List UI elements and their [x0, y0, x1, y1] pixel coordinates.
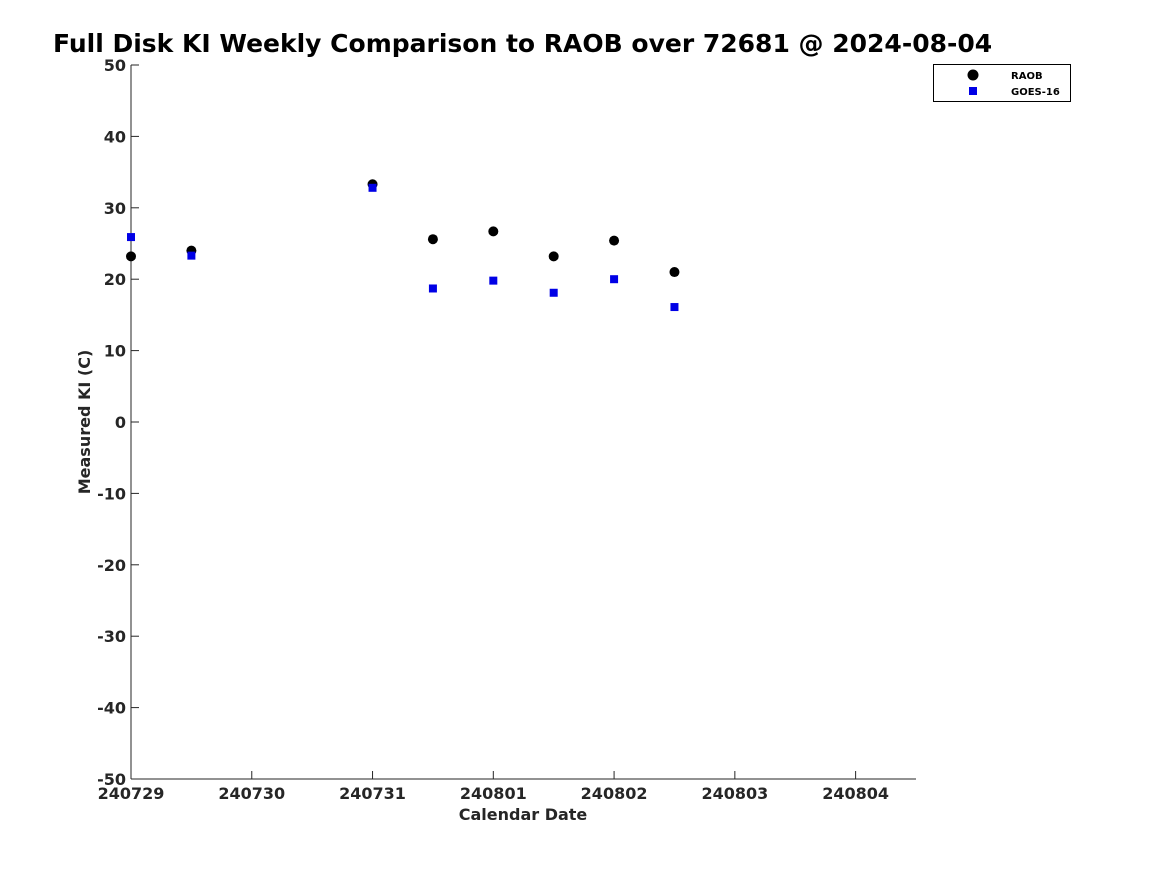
- legend-items: RAOB GOES-16: [967, 69, 1060, 98]
- legend-raob-marker: [967, 69, 979, 81]
- goes-16-point: [549, 288, 558, 297]
- goes-16-point: [610, 275, 619, 284]
- goes-16-point: [489, 276, 498, 285]
- y-tick-label: 40: [104, 127, 126, 146]
- chart-title: Full Disk KI Weekly Comparison to RAOB o…: [53, 29, 992, 58]
- y-ticks: 50 40 30 20 10 0 -10 -20 -30 -40 -50: [97, 56, 139, 789]
- legend-raob-label: RAOB: [1011, 71, 1043, 82]
- y-tick-label: 20: [104, 270, 126, 289]
- x-ticks: 240729 240730 240731 240801 240802 240803 2408…: [98, 771, 889, 803]
- x-tick-label: 240730: [218, 784, 285, 803]
- x-axis-label: Calendar Date: [459, 805, 588, 824]
- x-tick-label: 240802: [581, 784, 648, 803]
- raob-point: [488, 226, 499, 237]
- goes-16-point: [187, 251, 196, 260]
- goes-16-point: [428, 284, 437, 293]
- raob-point: [548, 251, 559, 262]
- y-tick-label: -30: [97, 627, 126, 646]
- x-tick-label: 240801: [460, 784, 527, 803]
- legend: RAOB GOES-16: [933, 64, 1071, 102]
- raob-point: [669, 267, 680, 278]
- raob-point: [427, 234, 438, 245]
- goes-16-point: [127, 233, 135, 242]
- y-tick-label: 30: [104, 199, 126, 218]
- y-tick-label: 0: [115, 413, 126, 432]
- goes-16-point: [368, 183, 377, 192]
- y-tick-label: -10: [97, 484, 126, 503]
- x-tick-label: 240803: [701, 784, 768, 803]
- y-tick-label: 10: [104, 342, 126, 361]
- legend-goes-16-label: GOES-16: [1011, 87, 1060, 98]
- raob-point: [609, 235, 620, 246]
- raob-point: [126, 251, 136, 262]
- axes: [130, 65, 916, 780]
- y-tick-label: -50: [97, 770, 126, 789]
- goes-16-point: [670, 303, 679, 312]
- y-axis-label: Measured KI (C): [75, 350, 94, 495]
- plot-points: [126, 179, 680, 312]
- y-tick-label: -20: [97, 556, 126, 575]
- y-tick-label: -40: [97, 699, 126, 718]
- x-tick-label: 240731: [339, 784, 406, 803]
- legend-goes-16-marker: [969, 87, 977, 95]
- y-tick-label: 50: [104, 56, 126, 75]
- x-tick-label: 240804: [822, 784, 889, 803]
- x-tick-label: 240729: [98, 784, 165, 803]
- legend-box: [933, 64, 1071, 102]
